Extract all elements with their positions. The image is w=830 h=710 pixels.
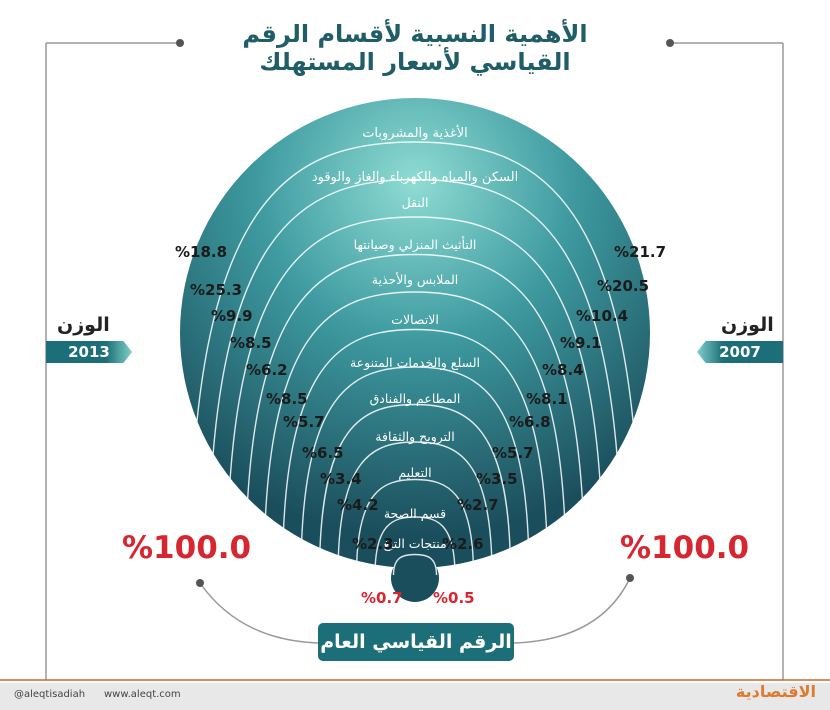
value-2013: %8.5: [230, 334, 272, 352]
dome-arc: [244, 253, 586, 576]
dome-arc: [355, 478, 475, 576]
weight-label-right: الوزن: [721, 314, 774, 336]
title-line-2: القياسي لأسعار المستهلك: [259, 48, 571, 76]
category-label: النقل: [402, 195, 429, 210]
value-2007: %2.6: [442, 535, 484, 553]
category-label: الأغذية والمشروبات: [362, 124, 468, 141]
value-2007: %3.5: [476, 470, 518, 488]
general-index-box: الرقم القياسي العام: [318, 623, 514, 661]
value-2013: %8.5: [266, 390, 308, 408]
dome-arc: [226, 216, 604, 576]
connector-dot-right: [626, 574, 634, 582]
dome-arc: [263, 291, 567, 576]
dome-arc: [374, 516, 456, 576]
category-label: السلع والخدمات المتنوعة: [350, 355, 480, 371]
value-2007: %20.5: [597, 277, 649, 295]
category-label: الترويح والثقافة: [375, 429, 454, 445]
total-2013: %100.0: [122, 530, 252, 566]
connector-dot-left: [196, 579, 204, 587]
value-2013: %3.4: [320, 470, 362, 488]
value-2007: %10.4: [576, 307, 628, 325]
footer: @aleqtisadiah www.aleqt.com: [0, 683, 830, 710]
logo: الاقتصادية: [735, 682, 816, 701]
dome-arc: [281, 328, 549, 576]
category-label: التأثيث المنزلي وصيانتها: [354, 236, 477, 253]
value-2007: %8.4: [542, 361, 584, 379]
category-label: المطاعم والفنادق: [370, 391, 461, 407]
value-2013: %4.2: [337, 496, 379, 514]
dome-core: [391, 554, 439, 602]
value-2013: %6.2: [246, 361, 288, 379]
year-tag-2013: 2013: [46, 341, 132, 363]
category-label: قسم الصحة: [384, 506, 446, 522]
frame-dot-left: [176, 39, 184, 47]
value-2007: %8.1: [526, 390, 568, 408]
year-tag-2007: 2007: [697, 341, 783, 363]
dome-arc: [300, 366, 530, 576]
dome-arc: [207, 178, 623, 576]
category-label: منتجات التبغ: [383, 536, 446, 551]
chart-title: الأهمية النسبية لأقسام الرقم القياسي لأس…: [215, 20, 615, 76]
weight-label-left: الوزن: [57, 314, 110, 336]
value-2013: %2.3: [352, 535, 394, 553]
total-2007: %100.0: [620, 530, 750, 566]
category-label: السكن والمياه والكهرباء والغاز والوقود: [312, 170, 518, 185]
value-2007: %21.7: [614, 243, 666, 261]
category-label: الملابس والأحذية: [372, 272, 458, 288]
dome-arc: [337, 441, 493, 576]
frame-dot-right: [666, 39, 674, 47]
value-2007: %5.7: [492, 444, 534, 462]
value-2013: %18.8: [175, 243, 227, 261]
value-2013: %5.7: [283, 413, 325, 431]
connector-right: [513, 577, 631, 644]
footer-twitter: @aleqtisadiah: [14, 689, 86, 700]
title-line-1: الأهمية النسبية لأقسام الرقم: [242, 20, 588, 48]
connector-left: [199, 582, 319, 644]
dome-background: [180, 98, 650, 568]
value-2007: %0.5: [433, 589, 475, 607]
value-2013: %0.7: [361, 589, 403, 607]
value-2007: %2.7: [457, 496, 499, 514]
value-2013: %25.3: [190, 281, 242, 299]
dome-arc: [189, 141, 641, 576]
category-label: التعليم: [398, 465, 431, 481]
value-2007: %6.8: [509, 413, 551, 431]
value-2013: %6.5: [302, 444, 344, 462]
value-2013: %9.9: [211, 307, 253, 325]
dome-arc: [318, 403, 512, 576]
value-2007: %9.1: [560, 334, 602, 352]
footer-website: www.aleqt.com: [104, 689, 181, 700]
dome-arc: [392, 553, 438, 576]
category-label: الاتصالات: [391, 312, 439, 327]
